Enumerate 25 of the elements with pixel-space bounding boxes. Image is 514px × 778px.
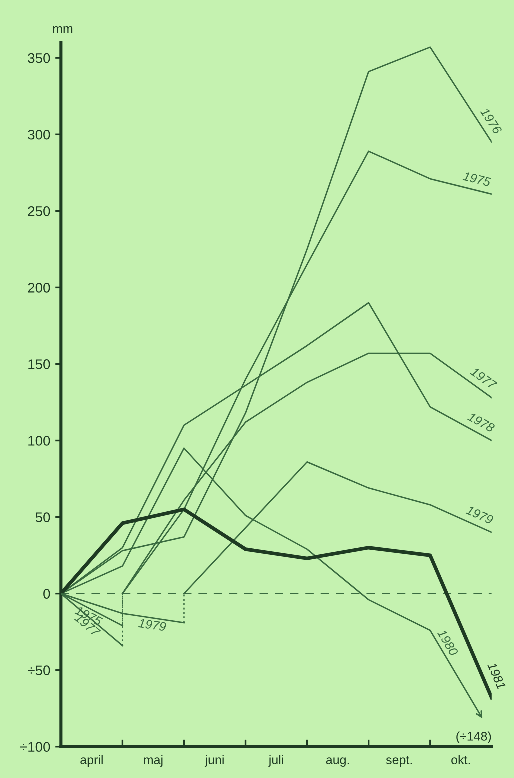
text: 1979 [466, 506, 494, 525]
text: sept. [386, 756, 412, 767]
text: 1978 [467, 412, 496, 433]
y-tick-label: 0 [44, 589, 50, 599]
y-tick-label: 200 [28, 283, 50, 293]
y-tick-label: 150 [28, 360, 50, 370]
text: juni [204, 755, 224, 767]
y-tick-label: 350 [28, 53, 50, 64]
text: maj [144, 755, 163, 767]
y-tick-label: 300 [28, 130, 50, 140]
text: 1979 [138, 618, 167, 632]
text: aug. [326, 758, 350, 767]
text: 1981 [487, 662, 506, 690]
y-tick-label: 250 [28, 206, 50, 216]
annotation: (÷148) [456, 732, 492, 744]
text: 1975 [462, 172, 492, 187]
text: juli [268, 755, 284, 767]
y-tick-label: ÷50 [28, 666, 50, 676]
y-tick-label: ÷100 [20, 742, 50, 752]
y-tick-label: 50 [36, 512, 50, 522]
text: april [80, 755, 103, 767]
y-axis-title: mm [53, 26, 73, 34]
text: 1977 [470, 366, 498, 390]
y-tick-label: 100 [28, 436, 50, 446]
text: okt. [452, 755, 470, 765]
